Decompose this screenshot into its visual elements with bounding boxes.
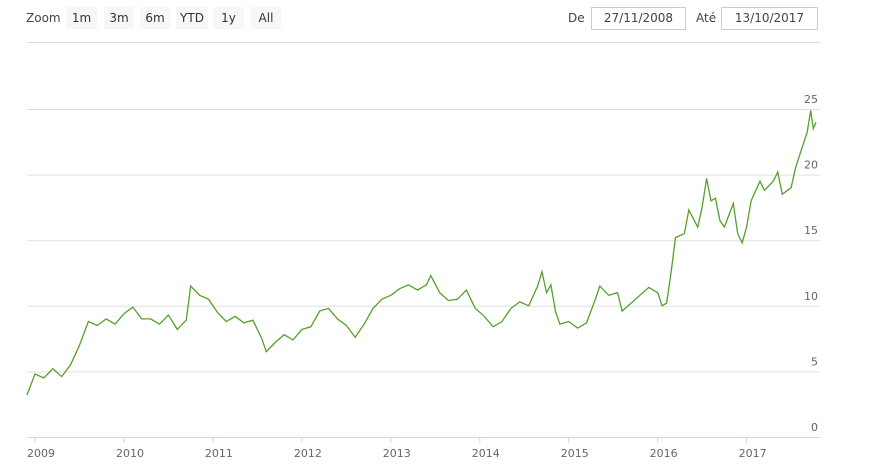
y-tick-label: 20 xyxy=(804,159,818,172)
y-tick-label: 15 xyxy=(804,224,818,237)
zoom-label: Zoom xyxy=(26,11,61,25)
zoom-button[interactable]: All xyxy=(251,7,281,29)
zoom-button[interactable]: 1y xyxy=(213,7,244,29)
y-tick-label: 10 xyxy=(804,290,818,303)
to-label: Até xyxy=(696,11,717,25)
x-tick-label: 2011 xyxy=(205,447,233,460)
x-tick-label: 2017 xyxy=(739,447,767,460)
from-input[interactable]: 27/11/2008 xyxy=(591,7,686,30)
zoom-button[interactable]: 6m xyxy=(140,7,170,29)
x-tick-label: 2012 xyxy=(294,447,322,460)
y-tick-label: 25 xyxy=(804,93,818,106)
x-tick-label: 2015 xyxy=(561,447,589,460)
x-tick-label: 2009 xyxy=(27,447,55,460)
zoom-button[interactable]: 3m xyxy=(104,7,134,29)
to-input[interactable]: 13/10/2017 xyxy=(721,7,818,30)
y-tick-label: 5 xyxy=(811,355,818,368)
zoom-button[interactable]: 1m xyxy=(66,7,97,29)
x-tick-label: 2013 xyxy=(383,447,411,460)
x-tick-label: 2016 xyxy=(650,447,678,460)
y-tick-label: 0 xyxy=(811,421,818,434)
price-line xyxy=(26,110,817,396)
zoom-button[interactable]: YTD xyxy=(176,7,208,29)
x-tick-label: 2010 xyxy=(116,447,144,460)
from-label: De xyxy=(568,11,585,25)
x-tick-label: 2014 xyxy=(472,447,500,460)
